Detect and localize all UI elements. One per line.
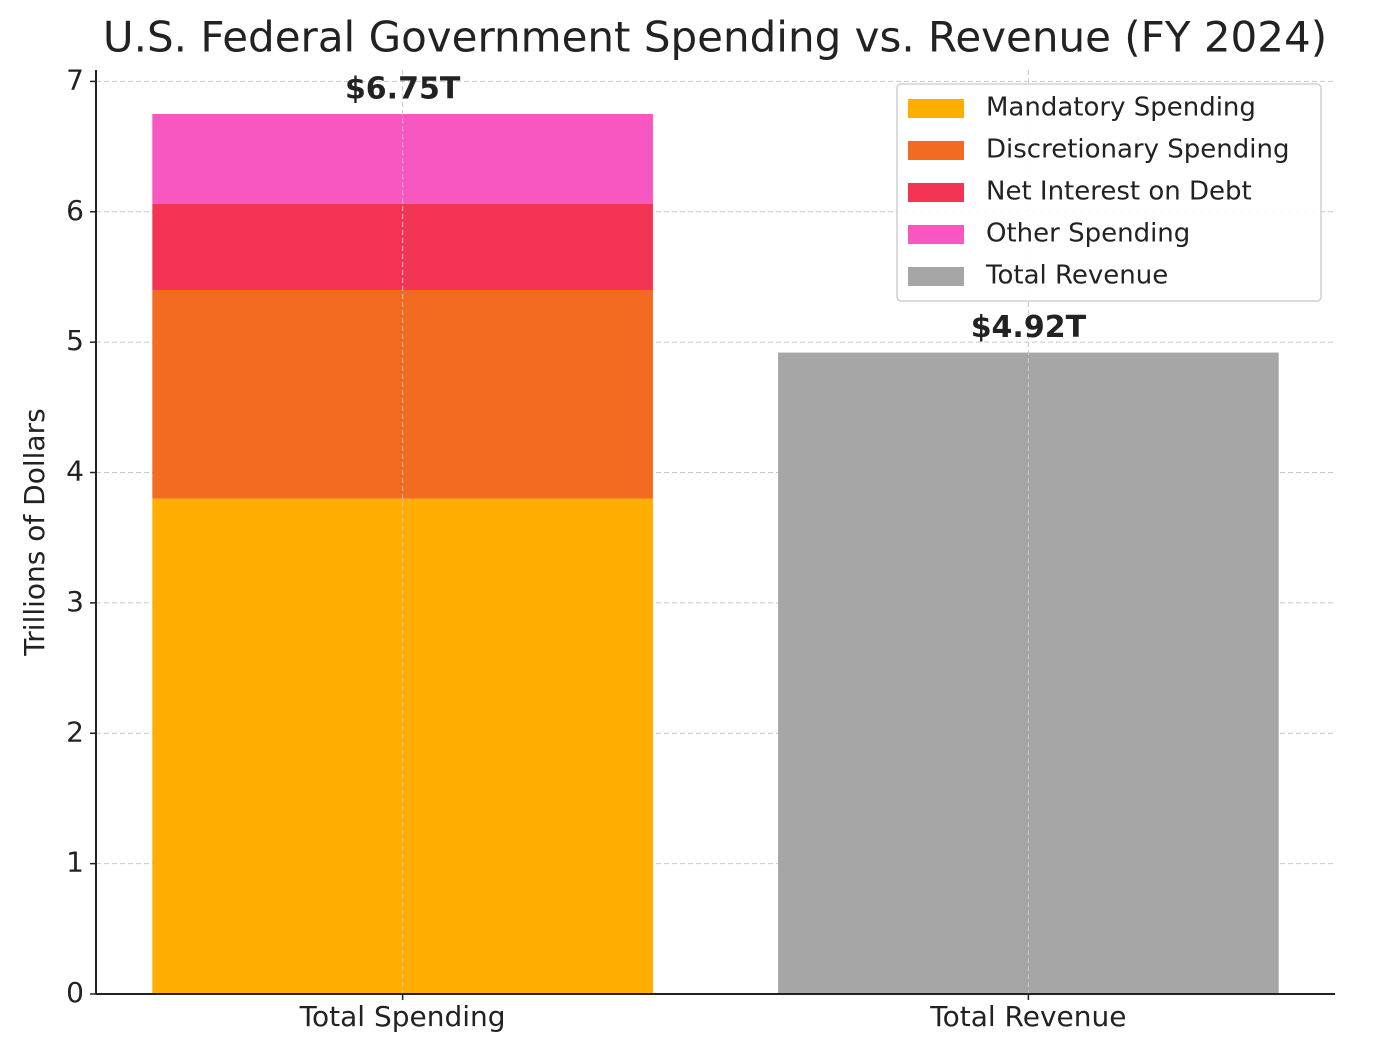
total-label: $4.92T [971,310,1087,345]
y-tick-label: 5 [66,324,84,357]
x-tick-label: Total Revenue [929,1000,1126,1033]
legend: Mandatory Spending Discretionary Spending… [896,83,1322,302]
legend-swatch [908,99,964,118]
y-tick-label: 7 [66,63,84,96]
y-tick-label: 0 [66,976,84,1009]
legend-label: Other Spending [986,219,1190,249]
legend-swatch [908,225,964,244]
legend-label: Discretionary Spending [986,135,1289,165]
total-label: $6.75T [345,72,461,107]
y-tick-label: 2 [66,715,84,748]
x-tick-label: Total Spending [299,1000,506,1033]
y-tick-label: 6 [66,194,84,227]
y-tick-label: 1 [66,846,84,879]
legend-swatch [908,183,964,202]
legend-label: Mandatory Spending [986,93,1256,123]
y-tick-label: 3 [66,585,84,618]
chart-title: U.S. Federal Government Spending vs. Rev… [103,13,1327,62]
legend-swatch [908,141,964,160]
y-tick-label: 4 [66,455,84,488]
legend-label: Net Interest on Debt [986,177,1252,207]
y-axis-label: Trillions of Dollars [18,408,51,656]
legend-box [896,83,1322,302]
legend-label: Total Revenue [985,261,1168,291]
legend-swatch [908,267,964,286]
